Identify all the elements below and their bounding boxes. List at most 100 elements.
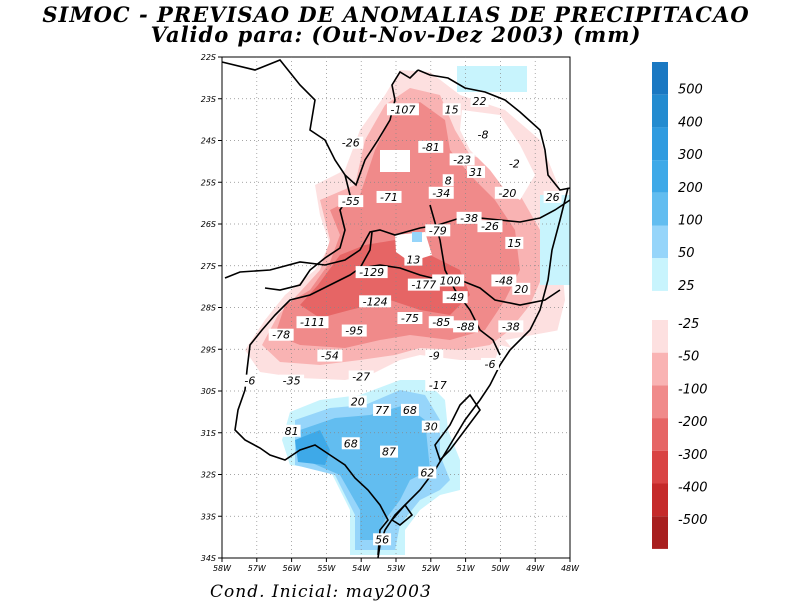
anomaly-value: 13 (406, 254, 420, 267)
value-label-bg (421, 420, 440, 433)
anomaly-value: -78 (272, 329, 290, 342)
anomaly-value: -55 (342, 195, 360, 208)
colorbar-swatch (652, 160, 668, 193)
colorbar-swatch (652, 62, 668, 95)
colorbar-swatch (652, 225, 668, 259)
colorbar-swatch (652, 418, 668, 451)
coastline (377, 187, 569, 559)
value-label-bg (338, 195, 364, 208)
value-label-bg (348, 395, 367, 408)
lat-tick-label: 29S (201, 345, 216, 354)
colorbar-label: -300 (678, 448, 708, 463)
colorbar-label: -400 (678, 481, 708, 496)
anomaly-value: 20 (514, 283, 528, 296)
value-label-bg (348, 370, 374, 383)
value-label-bg (355, 266, 388, 279)
positive-light-region (457, 66, 527, 92)
value-label-bg (296, 316, 329, 329)
anomaly-value: -111 (300, 316, 325, 329)
colorbar-label: 100 (678, 214, 703, 229)
colorbar-label: -100 (678, 382, 708, 397)
value-label-bg (428, 186, 454, 199)
value-label-bg (442, 103, 461, 116)
anomaly-value: -38 (460, 212, 478, 225)
value-label-bg (425, 224, 451, 237)
value-label-bg (456, 211, 482, 224)
value-label-bg (373, 533, 392, 546)
value-label-bg (449, 153, 475, 166)
colorbar-label: 200 (678, 181, 703, 196)
anomaly-value: 22 (473, 95, 487, 108)
value-label-bg (543, 190, 562, 203)
colorbar-label: -200 (678, 415, 708, 430)
colorbar-swatch (652, 483, 668, 517)
anomaly-value: -26 (342, 137, 360, 150)
colorbar-swatch (652, 385, 668, 419)
gap-region (380, 150, 410, 172)
colorbar-label: -500 (678, 513, 708, 528)
anomaly-value: -35 (283, 375, 301, 388)
lagoon-outline (434, 393, 481, 462)
anomaly-value: -124 (363, 295, 388, 308)
value-label-bg (341, 324, 367, 337)
anomaly-value: 68 (403, 404, 417, 417)
anomaly-value: -129 (359, 266, 384, 279)
lat-tick-label: 28S (201, 304, 216, 313)
boundary-line (221, 59, 419, 187)
anomaly-value: 56 (375, 533, 389, 546)
negative-core-region (300, 240, 470, 318)
positive-point-region (412, 232, 422, 242)
anomaly-value: -75 (401, 312, 419, 325)
anomaly-value: -49 (446, 291, 464, 304)
lat-tick-label: 25S (201, 178, 216, 187)
anomaly-value: -81 (422, 141, 440, 154)
anomaly-value: -20 (498, 187, 516, 200)
value-label-bg (477, 220, 503, 233)
lat-tick-label: 34S (201, 554, 216, 563)
value-label-bg (359, 295, 392, 308)
lon-tick-label: 54W (352, 564, 371, 573)
colorbar-label: 50 (678, 246, 695, 261)
colorbar-swatch (652, 192, 668, 226)
anomaly-value: 15 (507, 237, 521, 250)
value-label-bg (317, 349, 343, 362)
map-subtitle: Valido para: (Out-Nov-Dez 2003) (mm) (150, 22, 642, 47)
anomaly-value: -38 (502, 320, 520, 333)
colorbar-swatch (652, 94, 668, 128)
value-label-bg (505, 236, 524, 249)
anomaly-value: 87 (382, 446, 396, 459)
value-label-bg (418, 140, 444, 153)
anomaly-value: -71 (380, 191, 398, 204)
lon-tick-label: 52W (422, 564, 441, 573)
value-label-bg (338, 136, 364, 149)
anomaly-value: 15 (445, 103, 459, 116)
anomaly-value: -26 (481, 220, 499, 233)
lon-tick-label: 56W (283, 564, 302, 573)
value-label-bg (512, 282, 531, 295)
lon-tick-label: 49W (526, 564, 545, 573)
value-label-bg (470, 94, 489, 107)
colorbar-swatch (652, 352, 668, 386)
anomaly-value: -6 (484, 358, 495, 371)
anomaly-value: -2 (509, 158, 520, 171)
value-label-bg (373, 403, 392, 416)
anomaly-value: 31 (469, 166, 483, 179)
anomaly-value: -79 (429, 224, 447, 237)
lat-tick-label: 30S (201, 387, 216, 396)
lat-tick-label: 23S (201, 95, 216, 104)
value-label-bg (494, 186, 520, 199)
anomaly-value: -27 (352, 370, 370, 383)
anomaly-value: 81 (285, 425, 299, 438)
positive-strong-region (300, 405, 430, 540)
value-label-bg (341, 437, 360, 450)
lon-tick-label: 55W (317, 564, 336, 573)
value-label-bg (432, 274, 465, 287)
anomaly-value: -23 (453, 153, 471, 166)
lat-tick-label: 24S (201, 137, 216, 146)
anomaly-value: -17 (429, 379, 447, 392)
lat-tick-label: 31S (201, 429, 216, 438)
colorbar-label: -25 (678, 317, 699, 332)
anomaly-value-labels: -107 15 22 -8 -26 -81 -23 -2 31 8 -20 26 -55 -71 -34 -3… (240, 94, 562, 546)
value-label-bg (268, 328, 294, 341)
lon-tick-label: 50W (491, 564, 510, 573)
